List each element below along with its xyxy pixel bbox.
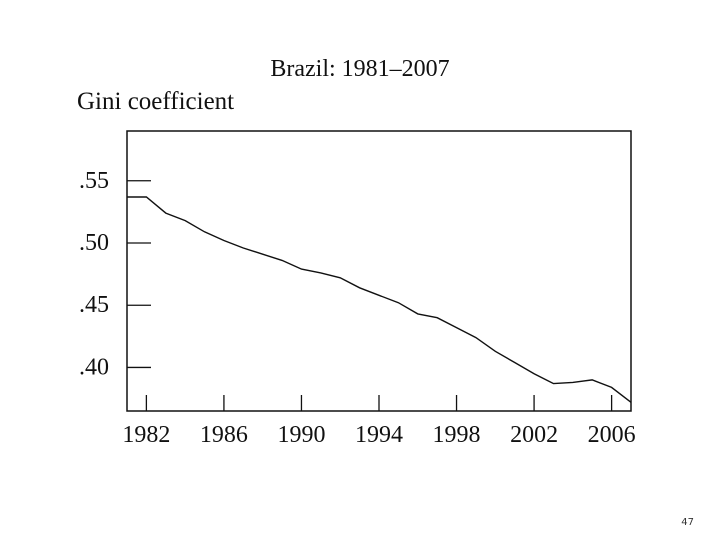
plot-frame xyxy=(126,130,632,412)
y-tick-label: .50 xyxy=(79,230,109,256)
x-axis: 1982 1986 1990 1994 1998 2002 2006 xyxy=(122,395,636,448)
x-tick-label: 1986 xyxy=(200,422,248,448)
x-tick-label: 1994 xyxy=(355,422,403,448)
x-tick-label: 1990 xyxy=(277,422,325,448)
y-tick-label: .40 xyxy=(79,354,109,380)
series-line xyxy=(127,196,632,403)
y-axis: .40 .45 .50 .55 xyxy=(79,168,151,380)
x-tick-label: 1982 xyxy=(122,422,170,448)
x-tick-label: 2006 xyxy=(588,422,636,448)
x-tick-label: 1998 xyxy=(433,422,481,448)
chart-title: Brazil: 1981–2007 xyxy=(270,56,450,82)
y-tick-label: .45 xyxy=(79,292,109,318)
page-number: 47 xyxy=(681,517,694,528)
y-tick-label: .55 xyxy=(79,168,109,194)
y-axis-label: Gini coefficient xyxy=(77,88,235,115)
x-tick-label: 2002 xyxy=(510,422,558,448)
